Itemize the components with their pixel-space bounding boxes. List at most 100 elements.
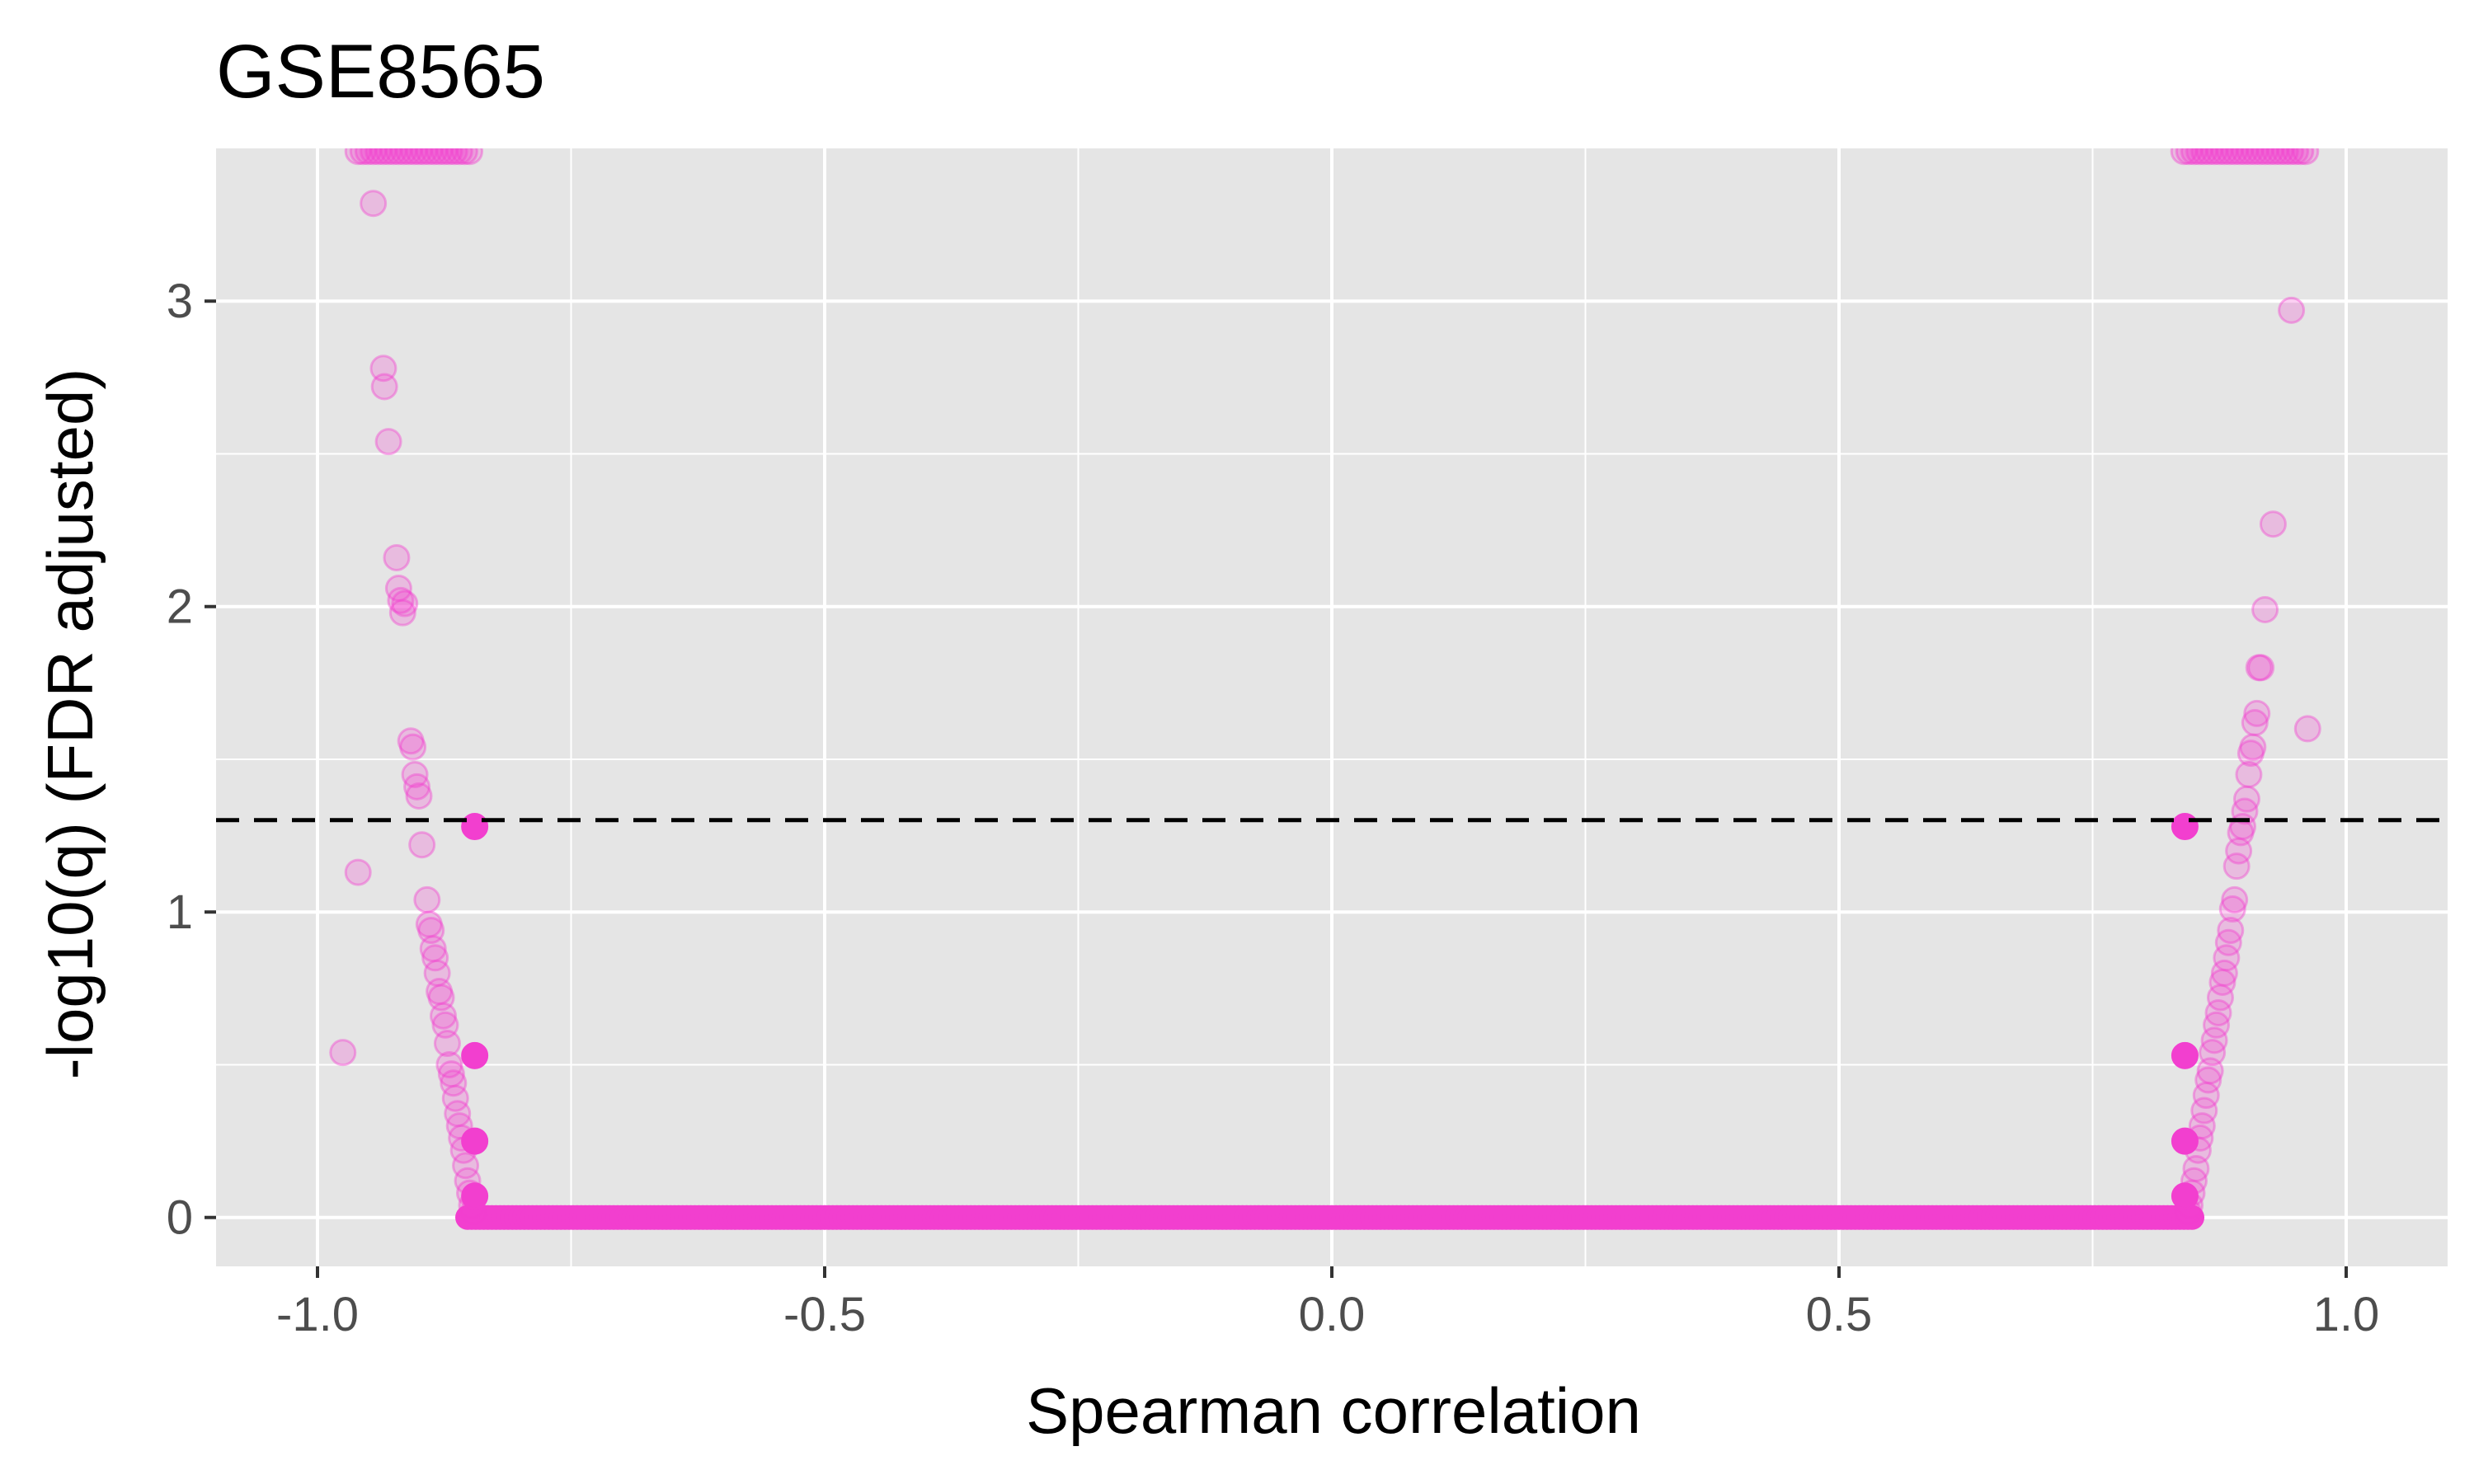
data-point xyxy=(440,148,468,166)
data-point xyxy=(390,148,418,166)
data-point xyxy=(417,916,445,944)
x-tick-label: -0.5 xyxy=(783,1288,866,1341)
data-point xyxy=(2247,654,2275,682)
data-point xyxy=(461,1127,489,1155)
y-tick-label: 2 xyxy=(167,580,193,634)
data-point xyxy=(401,761,429,789)
data-point xyxy=(2171,1041,2199,1069)
data-point xyxy=(461,1182,489,1210)
data-point xyxy=(450,148,478,166)
data-point xyxy=(408,831,436,859)
data-point xyxy=(2182,1154,2210,1182)
data-point xyxy=(437,1060,465,1088)
data-point xyxy=(383,543,411,571)
data-point xyxy=(2204,998,2232,1026)
data-point xyxy=(2180,1205,2205,1230)
data-point xyxy=(2236,740,2265,768)
data-point xyxy=(360,148,388,166)
data-point xyxy=(2243,699,2271,727)
data-point xyxy=(2221,148,2249,166)
data-point xyxy=(430,148,459,166)
data-point xyxy=(355,148,382,166)
x-tick-label: -1.0 xyxy=(276,1288,359,1341)
data-point xyxy=(2241,709,2269,737)
data-point xyxy=(2271,148,2299,166)
data-point xyxy=(344,858,372,886)
data-point xyxy=(374,148,402,166)
data-point xyxy=(395,148,423,166)
data-point xyxy=(2208,968,2236,996)
data-point xyxy=(388,599,416,627)
data-point xyxy=(349,148,377,166)
data-point xyxy=(2245,654,2273,682)
data-point xyxy=(329,1039,357,1067)
y-tick-label: 0 xyxy=(167,1191,193,1245)
data-point xyxy=(419,935,447,963)
data-point xyxy=(461,1041,489,1069)
x-tick-label: 0.5 xyxy=(1806,1288,1873,1341)
data-point xyxy=(2206,984,2234,1012)
data-point xyxy=(2185,148,2213,166)
data-point xyxy=(374,428,402,456)
data-point xyxy=(405,782,433,810)
data-point xyxy=(384,148,412,166)
data-point xyxy=(379,148,407,166)
data-point xyxy=(2218,895,2246,923)
data-point xyxy=(2192,1082,2220,1110)
data-point xyxy=(2205,148,2233,166)
data-point xyxy=(370,373,398,401)
data-point xyxy=(387,586,415,614)
data-point xyxy=(2171,812,2199,840)
data-point xyxy=(2199,1039,2227,1067)
data-point xyxy=(369,355,397,383)
data-point xyxy=(2175,148,2203,166)
data-point xyxy=(403,773,431,801)
data-point xyxy=(400,148,428,166)
data-point xyxy=(397,727,425,755)
data-point xyxy=(2210,148,2238,166)
data-point xyxy=(2246,148,2274,166)
data-point xyxy=(431,1011,459,1039)
data-point xyxy=(430,1002,458,1030)
data-point xyxy=(2235,761,2263,789)
data-point xyxy=(2210,959,2238,987)
data-point xyxy=(2190,148,2218,166)
data-point xyxy=(391,589,419,618)
data-point xyxy=(384,575,412,603)
data-point xyxy=(399,733,427,761)
data-point xyxy=(2203,1011,2231,1039)
y-tick-label: 3 xyxy=(167,275,193,328)
data-point xyxy=(2217,916,2245,944)
data-point xyxy=(2180,148,2208,166)
data-point xyxy=(444,1100,472,1128)
data-point xyxy=(2170,148,2198,166)
data-point xyxy=(2278,296,2306,324)
data-point xyxy=(413,885,441,913)
data-point xyxy=(435,1050,463,1078)
data-point xyxy=(405,148,433,166)
data-point xyxy=(2241,148,2269,166)
data-point xyxy=(2222,852,2251,881)
data-point xyxy=(2239,733,2267,761)
data-point xyxy=(2251,148,2279,166)
data-point xyxy=(2190,1097,2218,1125)
data-point xyxy=(2251,595,2279,623)
data-point xyxy=(2196,1057,2224,1085)
data-point xyxy=(2221,885,2249,913)
data-point xyxy=(410,148,438,166)
data-point xyxy=(2225,837,2253,865)
data-point xyxy=(2232,785,2260,813)
data-point xyxy=(421,944,449,972)
data-point xyxy=(369,148,397,166)
data-point xyxy=(440,1069,468,1097)
data-point xyxy=(2226,148,2254,166)
data-point xyxy=(2231,148,2259,166)
data-point xyxy=(441,1084,469,1112)
data-point xyxy=(2200,148,2228,166)
data-point xyxy=(365,148,393,166)
data-point xyxy=(2213,944,2241,972)
data-point xyxy=(344,148,372,166)
data-point xyxy=(426,148,454,166)
